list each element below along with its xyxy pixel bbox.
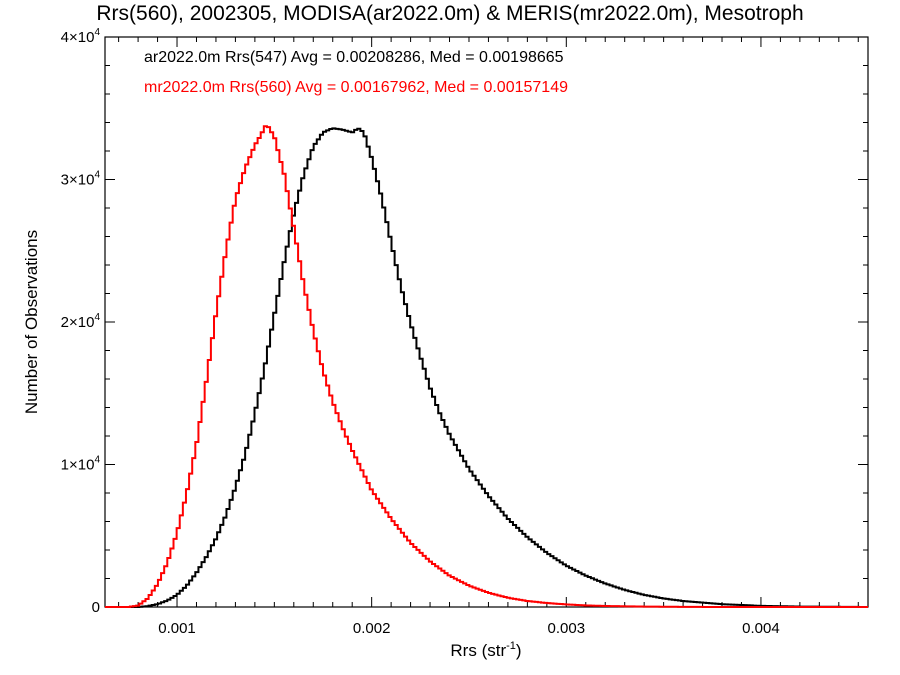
legend: ar2022.0m Rrs(547) Avg = 0.00208286, Med…	[144, 49, 568, 96]
y-tick-label: 4×104	[61, 27, 101, 46]
legend-entry-ar2022: ar2022.0m Rrs(547) Avg = 0.00208286, Med…	[144, 49, 564, 66]
y-tick-label: 1×104	[61, 455, 101, 474]
plot-frame	[104, 36, 869, 608]
x-axis-label: Rrs (str-1)	[450, 640, 521, 660]
x-tick-label: 0.002	[353, 620, 391, 637]
series-line-0	[105, 127, 868, 608]
x-tick-label: 0.001	[158, 620, 196, 637]
y-tick-label: 0	[92, 599, 100, 616]
series-line-1	[105, 125, 868, 608]
y-tick-label: 2×104	[61, 312, 101, 331]
x-tick-label: 0.004	[742, 620, 780, 637]
y-tick-label: 3×104	[61, 170, 101, 189]
x-tick-label: 0.003	[548, 620, 586, 637]
y-axis-label: Number of Observations	[22, 230, 41, 414]
axis-ticks: 0.001 0.002 0.003 0.004 0 1×104 2×104 3×104 4×10…	[61, 27, 868, 637]
series-group	[105, 125, 868, 608]
chart-title: Rrs(560), 2002305, MODISA(ar2022.0m) & M…	[96, 2, 804, 25]
legend-entry-mr2022: mr2022.0m Rrs(560) Avg = 0.00167962, Med…	[144, 79, 568, 96]
